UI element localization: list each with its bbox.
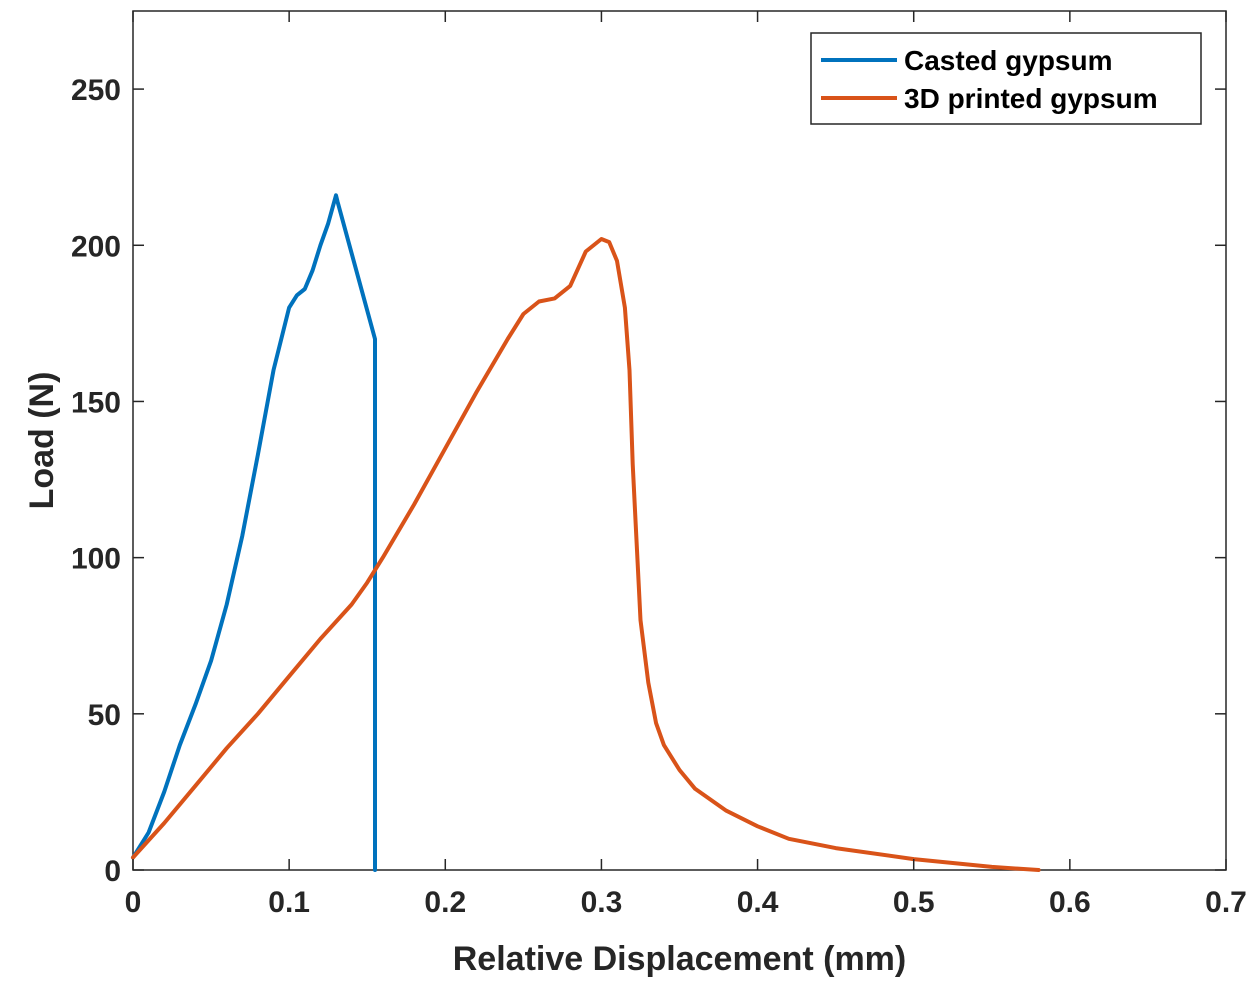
plot-area-box (133, 11, 1226, 870)
legend: Casted gypsum 3D printed gypsum (811, 33, 1201, 124)
x-axis-title: Relative Displacement (mm) (453, 940, 907, 978)
axes-frame (133, 11, 1226, 870)
x-tick-label: 0.4 (737, 886, 779, 919)
legend-label-0: Casted gypsum (904, 45, 1113, 76)
legend-label-1: 3D printed gypsum (904, 83, 1158, 114)
y-tick-label: 250 (71, 74, 121, 107)
x-tick-label: 0.1 (268, 886, 310, 919)
y-tick-label: 100 (71, 543, 121, 576)
y-tick-label: 150 (71, 386, 121, 419)
x-tick-label: 0.2 (424, 886, 466, 919)
x-tick-label: 0 (125, 886, 142, 919)
y-tick-label: 200 (71, 230, 121, 263)
y-tick-label: 50 (88, 699, 121, 732)
x-tick-label: 0.7 (1205, 886, 1247, 919)
x-tick-label: 0.5 (893, 886, 935, 919)
y-axis-title: Load (N) (23, 372, 61, 510)
x-tick-label: 0.3 (581, 886, 623, 919)
x-tick-label: 0.6 (1049, 886, 1091, 919)
y-tick-label: 0 (104, 855, 121, 888)
